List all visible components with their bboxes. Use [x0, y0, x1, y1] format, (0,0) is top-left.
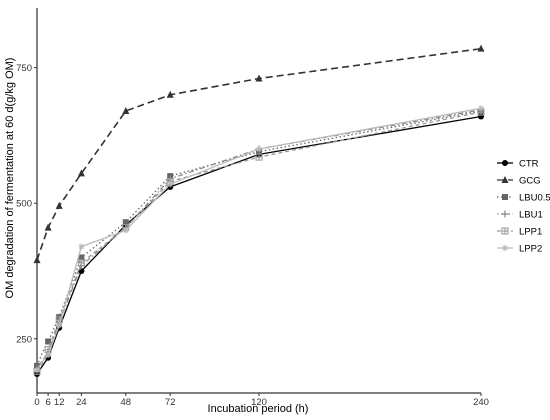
- data-point-lbu0-5-shape: [45, 338, 52, 345]
- data-point-lpp2-shape: [56, 322, 62, 328]
- data-point-gcg-shape: [255, 74, 263, 82]
- x-tick-label: 48: [121, 397, 132, 408]
- data-point-lpp2: [78, 243, 85, 250]
- x-tick-label: 6: [45, 397, 50, 408]
- y-axis-title: OM degradation of fermentation at 60 d(g…: [4, 58, 16, 299]
- series-layer: [33, 44, 485, 378]
- data-point-lpp2: [45, 352, 52, 359]
- legend-label-lpp1: LPP1: [519, 227, 542, 238]
- legend-item-gcg: GCG: [497, 176, 541, 187]
- data-point-lbu0-5: [78, 254, 85, 261]
- data-point-lpp1: [255, 153, 263, 161]
- y-tick-label: 250: [16, 334, 32, 345]
- data-point-lpp2: [256, 145, 262, 152]
- series-line-lbu1: [36, 109, 482, 369]
- series-line-gcg: [36, 47, 482, 261]
- legend-marker-lpp2-shape: [502, 245, 508, 251]
- series-lpp2: [34, 105, 484, 374]
- data-point-lpp2: [478, 105, 484, 112]
- legend-marker-lbu1: [501, 210, 509, 218]
- x-tick-label: 240: [473, 397, 489, 408]
- legend-label-ctr: CTR: [519, 159, 539, 170]
- data-point-gcg-shape: [122, 107, 130, 115]
- x-tick-label: 12: [54, 397, 65, 408]
- x-tick-label: 0: [34, 397, 39, 408]
- data-point-lpp2-shape: [478, 105, 484, 111]
- data-point-lbu0-5: [122, 219, 129, 226]
- axes: 0 6 12 24 48 72 120 240 250 500 750: [16, 8, 489, 408]
- legend-marker-gcg: [501, 176, 509, 183]
- data-point-lpp1: [77, 259, 85, 267]
- data-point-gcg: [255, 74, 263, 82]
- legend-marker-lbu0-5: [502, 194, 508, 200]
- data-point-lpp2: [122, 227, 129, 234]
- data-point-gcg-shape: [33, 256, 41, 264]
- x-tick-label: 24: [76, 397, 87, 408]
- legend-label-lbu1: LBU1: [519, 210, 543, 221]
- data-point-gcg: [122, 107, 130, 115]
- x-tick-label: 72: [165, 397, 176, 408]
- legend-marker-lpp1: [501, 227, 509, 235]
- series-gcg: [33, 44, 485, 264]
- data-point-gcg: [477, 44, 485, 52]
- data-point-gcg: [166, 90, 174, 98]
- legend-label-lpp2: LPP2: [519, 244, 542, 255]
- data-point-gcg-shape: [477, 44, 485, 52]
- data-point-gcg-shape: [77, 169, 85, 177]
- legend: CTR GCG LBU0.5 LBU1 LPP1 LPP2: [497, 159, 550, 255]
- legend-marker-ctr: [502, 160, 508, 166]
- x-axis-title: Incubation period (h): [208, 403, 309, 415]
- data-point-gcg-shape: [44, 223, 52, 231]
- data-point-lpp2-shape: [167, 181, 173, 187]
- data-point-lpp2-shape: [256, 146, 262, 152]
- legend-item-lbu0-5: LBU0.5: [497, 193, 550, 204]
- data-point-lpp2: [56, 322, 63, 329]
- legend-label-lbu0-5: LBU0.5: [519, 193, 550, 204]
- legend-item-lpp1: LPP1: [497, 227, 542, 238]
- data-point-gcg: [55, 201, 63, 209]
- legend-marker-gcg-shape: [501, 176, 509, 183]
- data-point-lpp2-shape: [34, 367, 40, 373]
- legend-marker-lpp2: [502, 245, 508, 251]
- data-point-gcg: [77, 169, 85, 177]
- legend-item-lbu1: LBU1: [497, 210, 543, 221]
- x-tick-label: 120: [251, 397, 267, 408]
- data-point-lbu0-5-shape: [78, 254, 85, 261]
- data-point-gcg: [33, 256, 41, 264]
- data-point-lbu0-5: [45, 338, 52, 345]
- y-tick-label: 750: [16, 63, 32, 74]
- data-point-gcg-shape: [55, 201, 63, 209]
- legend-marker-lbu0-5-shape: [502, 194, 508, 200]
- legend-item-lpp2: LPP2: [497, 244, 542, 255]
- data-point-lbu0-5-shape: [122, 219, 129, 226]
- data-point-lpp2: [34, 367, 40, 374]
- data-point-lpp2-shape: [123, 227, 129, 233]
- data-point-lpp2-shape: [78, 244, 84, 250]
- data-point-gcg: [44, 223, 52, 231]
- legend-marker-ctr-shape: [502, 160, 508, 166]
- data-point-gcg-shape: [166, 90, 174, 98]
- y-tick-label: 500: [16, 199, 32, 210]
- data-point-lpp2-shape: [45, 352, 51, 358]
- legend-item-ctr: CTR: [497, 159, 539, 170]
- legend-label-gcg: GCG: [519, 176, 541, 187]
- data-point-lpp2: [167, 181, 174, 188]
